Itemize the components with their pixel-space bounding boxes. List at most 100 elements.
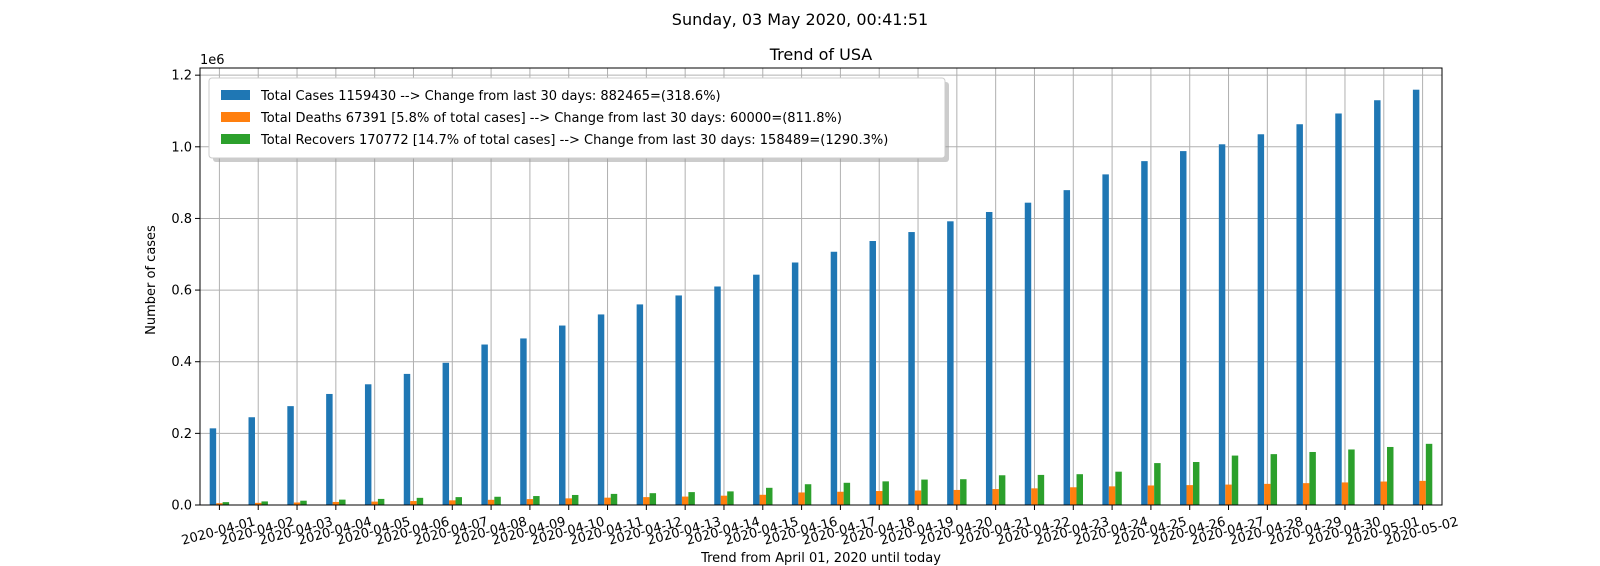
bar-series-1 (681, 496, 689, 505)
bar-series-0 (442, 362, 450, 505)
bar-series-0 (1180, 151, 1187, 506)
bar-series-1 (914, 490, 922, 505)
bar-series-2 (339, 499, 346, 505)
bar-series-2 (766, 487, 773, 505)
bar-series-1 (875, 491, 883, 505)
bar-series-2 (921, 479, 928, 505)
bar-series-0 (597, 314, 605, 505)
bar-series-2 (1037, 474, 1045, 505)
bar-series-2 (261, 501, 268, 505)
bar-series-1 (487, 499, 495, 505)
bar-series-0 (1257, 134, 1265, 505)
bar-series-0 (1102, 174, 1109, 505)
y-offset-label: 1e6 (200, 53, 225, 68)
bar-series-2 (998, 475, 1006, 505)
bar-series-1 (1380, 481, 1388, 505)
bar-series-0 (1296, 124, 1303, 506)
bar-series-2 (727, 491, 734, 505)
bar-series-2 (804, 484, 812, 505)
bar-series-1 (216, 503, 223, 505)
bar-series-2 (1231, 455, 1239, 505)
bar-series-2 (1076, 474, 1083, 505)
bar-series-1 (720, 495, 728, 505)
bar-series-0 (520, 338, 527, 505)
bar-series-0 (364, 384, 372, 505)
y-tick-label: 1.0 (171, 140, 192, 155)
bar-series-0 (1335, 113, 1342, 506)
bar-series-2 (455, 497, 462, 505)
bar-series-0 (209, 428, 217, 505)
bar-series-2 (882, 481, 889, 505)
bar-series-2 (1115, 471, 1122, 505)
bars (209, 89, 1433, 506)
x-axis-ticks: 2020-04-012020-04-022020-04-032020-04-04… (180, 505, 1460, 549)
bar-series-1 (526, 499, 534, 505)
y-axis-ticks: 0.0 0.2 0.4 0.6 0.8 1.0 1.2 (171, 69, 200, 514)
bar-series-1 (332, 501, 340, 505)
bar-series-2 (377, 498, 385, 505)
bar-series-1 (1419, 480, 1426, 505)
legend-frame (208, 77, 946, 159)
bar-series-2 (1348, 449, 1355, 505)
y-tick-label: 0.0 (171, 499, 192, 514)
bar-series-1 (953, 489, 961, 505)
bar-series-1 (643, 497, 650, 505)
bar-series-2 (533, 496, 540, 505)
bar-series-1 (1186, 485, 1193, 505)
bar-series-0 (753, 274, 760, 505)
bar-series-0 (1063, 190, 1071, 505)
bar-series-2 (300, 500, 307, 505)
legend-swatch-cases (221, 90, 250, 100)
y-axis-label: Number of cases (144, 225, 159, 335)
bar-series-0 (947, 221, 954, 505)
chart-title: Trend of USA (769, 45, 873, 64)
bar-series-0 (869, 241, 876, 505)
legend-swatch-recovers (221, 134, 250, 144)
y-tick-label: 0.8 (171, 212, 192, 227)
bar-series-1 (759, 494, 767, 505)
bar-series-0 (481, 344, 488, 505)
bar-series-1 (837, 491, 844, 505)
bar-series-0 (1141, 161, 1148, 505)
bar-series-0 (403, 373, 411, 505)
bar-series-2 (649, 493, 657, 505)
bar-series-2 (416, 497, 424, 505)
bar-series-1 (798, 492, 805, 505)
bar-series-1 (1070, 487, 1077, 505)
bar-series-0 (559, 325, 566, 505)
bar-series-0 (714, 286, 721, 505)
bar-series-1 (992, 489, 999, 505)
y-tick-label: 0.4 (171, 355, 192, 370)
bar-series-1 (410, 501, 417, 505)
bar-series-2 (1154, 463, 1161, 505)
bar-series-2 (1309, 451, 1316, 505)
bar-series-2 (1270, 454, 1278, 505)
legend: Total Cases 1159430 --> Change from last… (208, 77, 949, 162)
bar-series-2 (688, 492, 695, 505)
bar-series-2 (843, 482, 851, 505)
bar-series-2 (222, 502, 230, 505)
bar-series-1 (1264, 483, 1271, 505)
bar-series-1 (1108, 486, 1116, 505)
bar-series-0 (675, 295, 682, 505)
legend-swatch-deaths (221, 112, 250, 122)
bar-series-0 (1374, 100, 1381, 505)
bar-series-2 (494, 496, 501, 505)
bar-series-1 (604, 497, 611, 505)
bar-series-1 (449, 500, 456, 505)
bar-series-0 (326, 393, 333, 505)
bar-series-0 (985, 211, 993, 505)
bar-series-0 (287, 406, 294, 505)
bar-series-1 (565, 498, 572, 505)
bar-series-2 (610, 493, 618, 505)
x-axis-label: Trend from April 01, 2020 until today (700, 551, 941, 566)
bar-series-1 (1341, 482, 1349, 505)
y-tick-label: 0.2 (171, 427, 192, 442)
figure-suptitle: Sunday, 03 May 2020, 00:41:51 (672, 10, 928, 29)
legend-label-recovers: Total Recovers 170772 [14.7% of total ca… (260, 133, 888, 148)
bar-series-0 (1024, 202, 1032, 506)
bar-series-2 (1387, 446, 1394, 505)
bar-series-0 (791, 262, 799, 505)
bar-series-1 (1147, 485, 1155, 505)
